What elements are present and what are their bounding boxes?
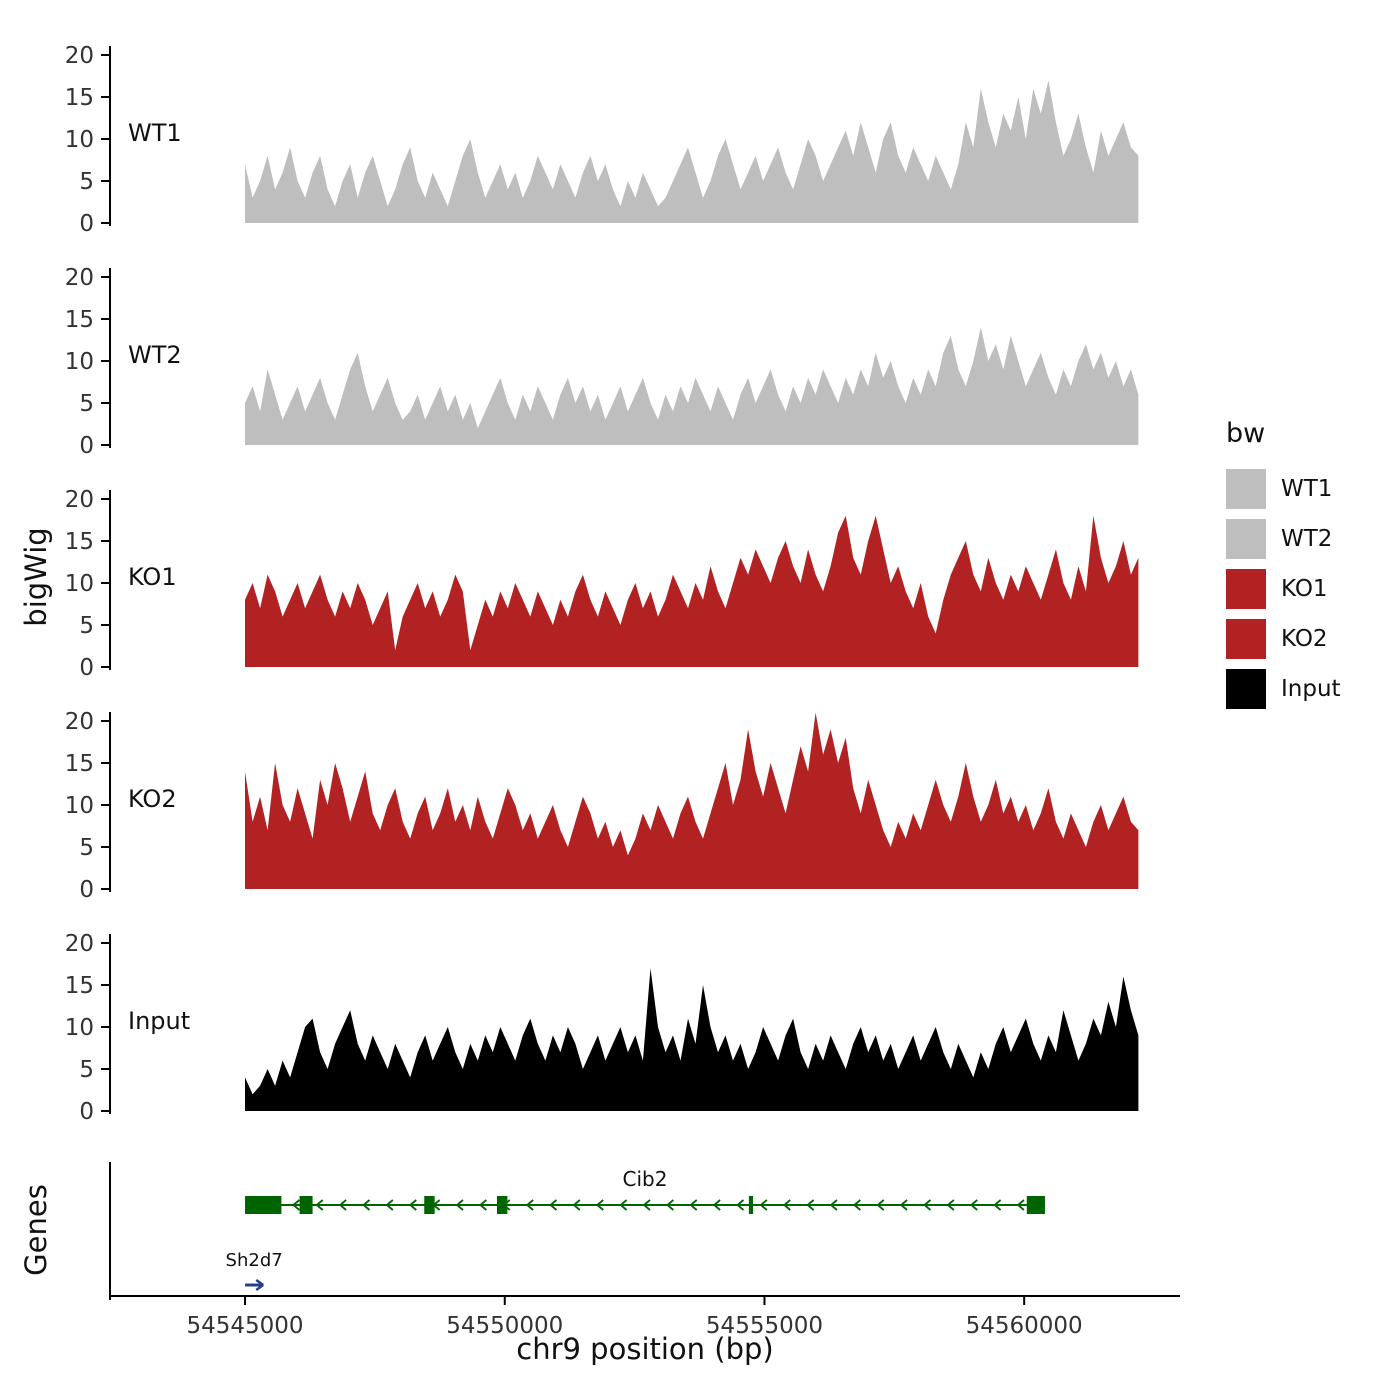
x-axis: 54545000 54550000 54555000 54560000 [20,1288,1180,1348]
legend-title: bw [1226,418,1266,449]
track-panel-wt1: WT1 0 5 10 15 20 [20,38,1180,237]
track-area-chart-ko1: 0 5 10 15 20 [65,487,1139,681]
svg-text:20: 20 [65,487,94,513]
x-axis-svg: 54545000 54550000 54555000 54560000 [110,1295,1180,1339]
svg-text:10: 10 [65,127,94,153]
track-area-chart-ko2: 0 5 10 15 20 [65,709,1139,903]
genes-panel: Cib2 Sh2d7 [20,1160,1180,1305]
svg-text:5: 5 [79,169,94,195]
svg-text:5: 5 [79,1057,94,1083]
legend-swatch-ko2 [1226,619,1266,659]
legend-item-ko2: KO2 [1226,619,1341,659]
svg-text:10: 10 [65,793,94,819]
svg-text:15: 15 [65,85,94,111]
legend-label-input: Input [1281,676,1341,702]
track-label-wt2: WT2 [128,341,182,369]
legend-label-ko2: KO2 [1281,626,1328,652]
svg-text:20: 20 [65,709,94,735]
legend-swatch-wt2 [1226,519,1266,559]
svg-text:10: 10 [65,571,94,597]
svg-text:54555000: 54555000 [706,1313,823,1339]
track-label-ko2: KO2 [128,785,177,813]
legend-label-wt1: WT1 [1281,476,1333,502]
svg-text:15: 15 [65,307,94,333]
legend-label-wt2: WT2 [1281,526,1333,552]
legend-label-ko1: KO1 [1281,576,1328,602]
svg-text:0: 0 [79,433,94,459]
svg-text:20: 20 [65,43,94,69]
track-label-wt1: WT1 [128,119,182,147]
track-label-ko1: KO1 [128,563,177,591]
legend-swatch-input [1226,669,1266,709]
track-area-chart-wt1: 0 5 10 15 20 [65,43,1139,237]
svg-text:15: 15 [65,751,94,777]
svg-text:10: 10 [65,1015,94,1041]
track-panel-input: Input 0 5 10 15 20 [20,926,1180,1125]
x-axis-title: chr9 position (bp) [516,1332,774,1366]
svg-text:5: 5 [79,391,94,417]
legend-item-ko1: KO1 [1226,569,1341,609]
svg-text:20: 20 [65,931,94,957]
svg-text:0: 0 [79,877,94,903]
legend-item-wt2: WT2 [1226,519,1341,559]
legend-item-wt1: WT1 [1226,469,1341,509]
svg-text:54550000: 54550000 [446,1313,563,1339]
svg-text:0: 0 [79,1099,94,1125]
svg-text:0: 0 [79,655,94,681]
svg-text:Sh2d7: Sh2d7 [226,1250,283,1271]
svg-text:15: 15 [65,529,94,555]
track-panel-wt2: WT2 0 5 10 15 20 [20,260,1180,459]
track-label-input: Input [128,1007,191,1035]
svg-text:15: 15 [65,973,94,999]
legend-swatch-wt1 [1226,469,1266,509]
svg-text:54560000: 54560000 [966,1313,1083,1339]
svg-text:20: 20 [65,265,94,291]
gene-models: Cib2 Sh2d7 [109,1162,1045,1300]
svg-text:10: 10 [65,349,94,375]
legend: bw WT1 WT2 KO1 KO2 Input [1226,418,1341,719]
svg-text:0: 0 [79,211,94,237]
svg-text:5: 5 [79,613,94,639]
track-panel-ko2: KO2 0 5 10 15 20 [20,704,1180,903]
svg-text:5: 5 [79,835,94,861]
legend-swatch-ko1 [1226,569,1266,609]
svg-text:54545000: 54545000 [187,1313,304,1339]
svg-text:Cib2: Cib2 [623,1167,668,1191]
track-area-chart-wt2: 0 5 10 15 20 [65,265,1139,459]
track-area-chart-input: 0 5 10 15 20 [65,931,1139,1125]
legend-item-input: Input [1226,669,1341,709]
track-panel-ko1: KO1 0 5 10 15 20 [20,482,1180,681]
